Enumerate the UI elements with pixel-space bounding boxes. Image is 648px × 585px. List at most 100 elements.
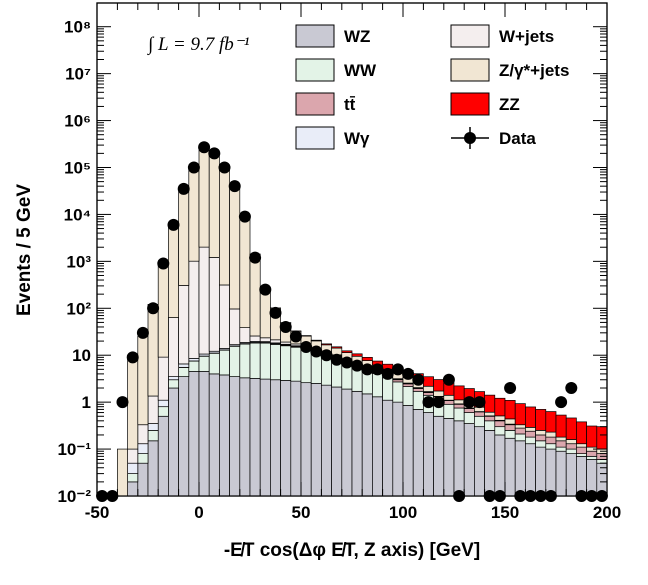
histogram-bar — [515, 428, 525, 434]
histogram-bar — [179, 367, 189, 376]
histogram-bar — [148, 304, 158, 396]
histogram-bar — [444, 395, 454, 400]
legend-marker — [464, 132, 476, 144]
legend-swatch — [451, 59, 489, 81]
histogram-bar — [117, 449, 127, 496]
histogram-bar — [576, 444, 586, 447]
data-point — [290, 331, 302, 343]
legend-label: WZ — [344, 27, 370, 46]
histogram-bar — [138, 444, 148, 454]
data-point — [412, 374, 424, 386]
legend-swatch — [451, 25, 489, 47]
histogram-bar — [342, 389, 352, 496]
histogram-bar — [536, 447, 546, 496]
histogram-bar — [332, 347, 342, 348]
histogram-bar — [464, 409, 474, 413]
histogram-bar — [179, 285, 189, 363]
legend-label: W+jets — [499, 27, 554, 46]
histogram-bar — [423, 393, 433, 396]
x-tick-label: -50 — [85, 503, 110, 522]
histogram-bar — [536, 409, 546, 430]
histogram-bar — [423, 413, 433, 496]
data-point — [249, 252, 261, 264]
histogram-bar — [332, 387, 342, 496]
data-point — [157, 258, 169, 270]
histogram-bar — [250, 336, 260, 341]
histogram-bar — [485, 412, 495, 416]
histogram-bar — [525, 427, 535, 431]
histogram-bar — [311, 383, 321, 496]
histogram-bar — [525, 437, 535, 444]
data-point — [168, 219, 180, 231]
histogram-bar — [372, 373, 382, 396]
data-point — [259, 284, 271, 296]
data-point — [117, 396, 129, 408]
histogram-bar — [536, 435, 546, 441]
x-tick-label: 50 — [292, 503, 311, 522]
data-point — [219, 161, 231, 173]
legend-label: Wγ — [344, 129, 370, 148]
histogram-bar — [505, 425, 515, 431]
histogram-bar — [485, 416, 495, 421]
histogram-bar — [291, 381, 301, 496]
data-point — [127, 351, 139, 363]
histogram-bar — [525, 431, 535, 437]
histogram-bar — [219, 350, 229, 375]
data-point — [208, 147, 220, 159]
histogram-bar — [362, 394, 372, 496]
legend-label: Data — [499, 129, 536, 148]
data-point — [310, 345, 322, 357]
data-point — [331, 354, 343, 366]
histogram-bar — [566, 418, 576, 440]
histogram-bar — [219, 167, 229, 285]
histogram-bar — [444, 404, 454, 418]
histogram-bar — [566, 454, 576, 496]
histogram-bar — [240, 328, 250, 343]
histogram-bar — [352, 391, 362, 496]
histogram-bar — [352, 354, 362, 356]
histogram-bar — [515, 441, 525, 496]
histogram-bar — [556, 447, 566, 451]
histogram-bar — [128, 463, 138, 473]
histogram-bar — [230, 186, 240, 309]
histogram-bar — [158, 263, 168, 357]
histogram-bar — [454, 404, 464, 408]
histogram-bar — [301, 349, 311, 383]
y-tick-label: 10² — [66, 299, 91, 318]
legend-label: Z/γ*+jets — [499, 61, 569, 80]
histogram-bar — [148, 424, 158, 431]
histogram-bar — [505, 400, 515, 418]
histogram-bar — [270, 380, 280, 496]
y-tick-label: 10⁵ — [64, 158, 91, 177]
y-tick-label: 10³ — [66, 252, 91, 271]
histogram-bar — [434, 380, 444, 391]
histogram-bar — [556, 441, 566, 447]
histogram-bar — [199, 371, 209, 496]
histogram-bar — [128, 474, 138, 482]
histogram-bar — [148, 441, 158, 496]
histogram-bar — [291, 347, 301, 381]
histogram-bar — [566, 439, 576, 443]
histogram-bar — [495, 416, 505, 420]
histogram-bar — [342, 351, 352, 353]
histogram-bar — [587, 426, 597, 447]
histogram-bar — [454, 421, 464, 496]
data-point — [137, 327, 149, 339]
data-point — [341, 356, 353, 368]
histogram-bar — [209, 353, 219, 374]
data-point — [280, 321, 292, 333]
data-point — [565, 382, 577, 394]
histogram-bar — [260, 338, 270, 342]
histogram-bar — [189, 167, 199, 261]
histogram-bar — [250, 343, 260, 378]
histogram-bar — [515, 404, 525, 425]
histogram-bar — [199, 247, 209, 354]
histogram-bar — [281, 346, 291, 381]
histogram-bar — [383, 400, 393, 496]
histogram-bar — [199, 150, 209, 247]
histogram-bar — [546, 437, 556, 444]
histogram-bar — [209, 154, 219, 257]
histogram-bar — [546, 449, 556, 496]
histogram-bar — [128, 449, 138, 463]
data-point — [504, 382, 516, 394]
